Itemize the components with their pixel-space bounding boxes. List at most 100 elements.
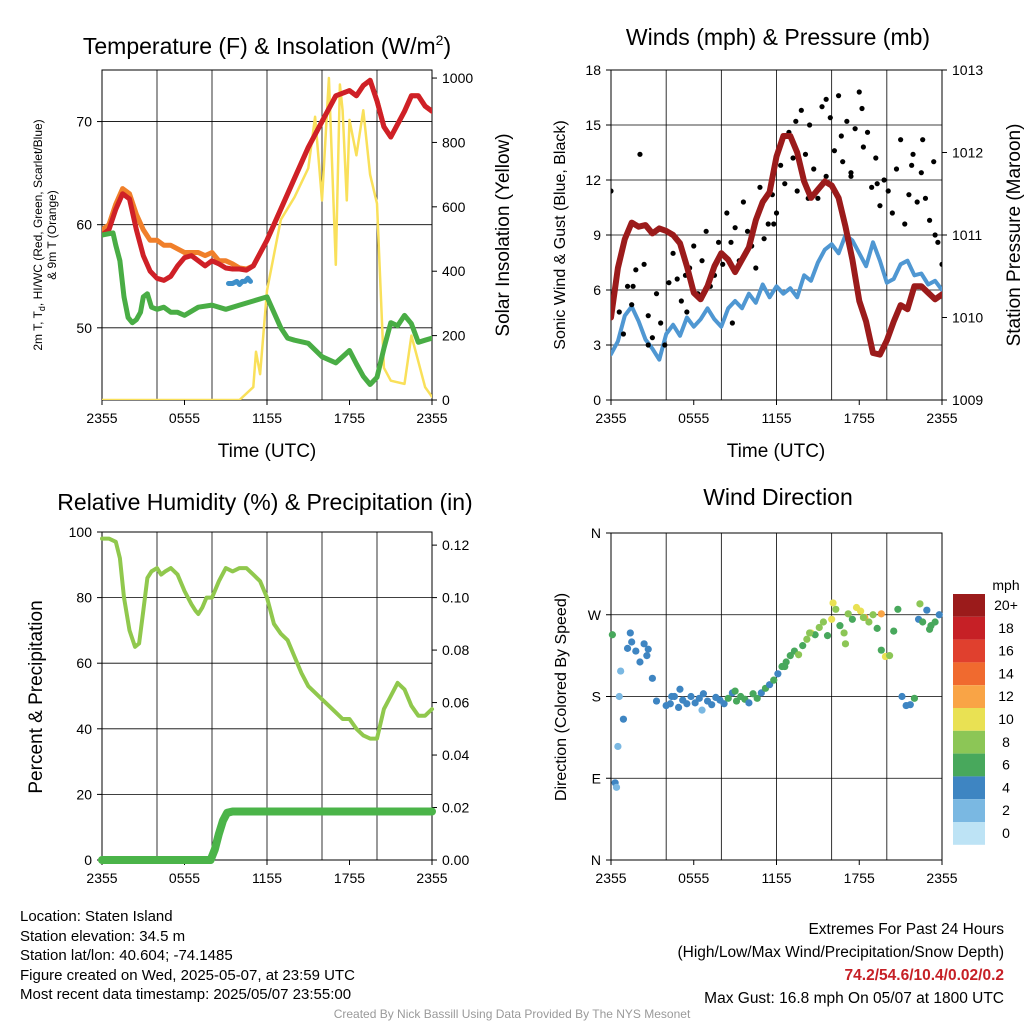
gust-point	[798, 107, 804, 113]
gust-point	[715, 239, 722, 245]
gust-point	[848, 173, 854, 179]
x-tick-label: 1755	[334, 870, 365, 886]
gust-point	[902, 221, 908, 227]
x-tick-label: 1755	[334, 410, 365, 426]
y2-tick-label: 0.10	[442, 590, 469, 606]
legend-label: 2	[1002, 802, 1010, 818]
y-tick-label: 6	[593, 282, 601, 298]
extremes-title: Extremes For Past 24 Hours	[808, 921, 1004, 938]
direction-point	[674, 703, 683, 712]
gust-point	[691, 243, 697, 249]
wind-series	[611, 89, 942, 362]
direction-point	[885, 652, 894, 660]
wind-chart-title: Winds (mph) & Pressure (mb)	[626, 24, 930, 50]
direction-point	[666, 700, 674, 708]
y2-tick-label: 200	[442, 328, 466, 344]
y-tick-label: 60	[76, 217, 92, 233]
wind-direction-points	[608, 599, 943, 791]
direction-point	[770, 676, 778, 684]
gust-point	[699, 258, 705, 264]
direction-point	[652, 697, 661, 705]
direction-point	[774, 670, 782, 678]
legend-swatch	[953, 753, 985, 777]
direction-point	[811, 631, 819, 639]
gust-point	[939, 261, 942, 267]
y-tick-label: 40	[76, 721, 92, 737]
direction-point	[698, 706, 706, 714]
credit-text: Created By Nick Bassill Using Data Provi…	[333, 1007, 691, 1021]
gust-point	[898, 137, 904, 143]
x-tick-label: 2355	[926, 410, 957, 426]
direction-point	[841, 640, 850, 648]
gust-point	[684, 309, 690, 315]
gust-point	[629, 302, 635, 308]
legend-swatch	[953, 822, 985, 845]
gust-point	[910, 151, 916, 157]
direction-point	[865, 618, 873, 626]
x-tick-label: 2355	[86, 870, 117, 886]
extremes-subtitle: (High/Low/Max Wind/Precipitation/Snow De…	[677, 944, 1005, 961]
gust-point	[881, 177, 887, 183]
gust-point	[645, 342, 651, 348]
direction-point	[844, 610, 852, 618]
x-tick-label: 2355	[595, 410, 626, 426]
gust-point	[906, 192, 912, 198]
y2-tick-label: 600	[442, 199, 466, 215]
x-tick-label: 0555	[678, 870, 709, 886]
gust-point	[931, 159, 937, 165]
solar-line	[102, 76, 432, 400]
y-tick-label: S	[592, 689, 601, 705]
y-tick-label: 0	[593, 392, 601, 408]
legend-swatch	[953, 799, 985, 822]
wind-x-label: Time (UTC)	[727, 441, 826, 462]
wind-chart: 2355 0555 1155 1755 2355 0 3 6 9 12 15 18 1009 1010 10…	[552, 24, 1024, 462]
gust-point	[852, 126, 858, 132]
gust-point	[765, 221, 771, 227]
gust-point	[831, 148, 838, 154]
direction-point	[919, 618, 927, 626]
direction-point	[699, 690, 708, 698]
direction-point	[724, 694, 732, 702]
direction-point	[623, 644, 632, 652]
legend-swatch	[953, 685, 985, 708]
direction-point	[906, 701, 914, 709]
gust-point	[909, 162, 915, 168]
legend-label: 20+	[994, 597, 1018, 613]
gust-point	[670, 250, 676, 256]
pressure-y2-label: Station Pressure (Maroon)	[1004, 124, 1024, 347]
direction-point	[644, 645, 652, 653]
gust-point	[666, 280, 672, 286]
direction-point	[632, 647, 640, 655]
gust-point	[771, 221, 777, 227]
gust-point	[624, 283, 631, 289]
direction-point	[786, 652, 794, 660]
gust-point	[918, 170, 924, 176]
created-text: Figure created on Wed, 2025-05-07, at 23…	[20, 966, 355, 984]
direction-point	[640, 640, 648, 648]
gust-point	[859, 105, 865, 112]
y2-tick-label: 1000	[442, 70, 473, 86]
direction-point	[636, 658, 644, 666]
y-tick-label: 3	[593, 337, 601, 353]
gust-point	[926, 217, 933, 223]
direction-point	[857, 607, 865, 615]
gust-point	[827, 115, 833, 121]
legend-label: 6	[1002, 757, 1010, 773]
gust-point	[914, 199, 920, 205]
direction-point	[615, 692, 623, 701]
gust-point	[860, 144, 866, 150]
direction-point	[828, 615, 836, 623]
y-tick-label: 0	[84, 852, 92, 868]
wind-direction-chart: 2355 0555 1155 1755 2355 N E S W N Wind Direction D…	[553, 484, 1020, 886]
elevation-text: Station elevation: 34.5 m	[20, 927, 186, 945]
direction-point	[687, 692, 695, 701]
y2-tick-label: 0.08	[442, 642, 469, 658]
x-tick-label: 1155	[761, 410, 791, 426]
direction-point	[766, 681, 774, 689]
legend-swatch	[953, 708, 985, 731]
gust-point	[823, 96, 829, 102]
direction-point	[617, 667, 625, 675]
gust-point	[815, 195, 821, 201]
gust-point	[678, 298, 684, 304]
temp-line	[102, 77, 432, 283]
